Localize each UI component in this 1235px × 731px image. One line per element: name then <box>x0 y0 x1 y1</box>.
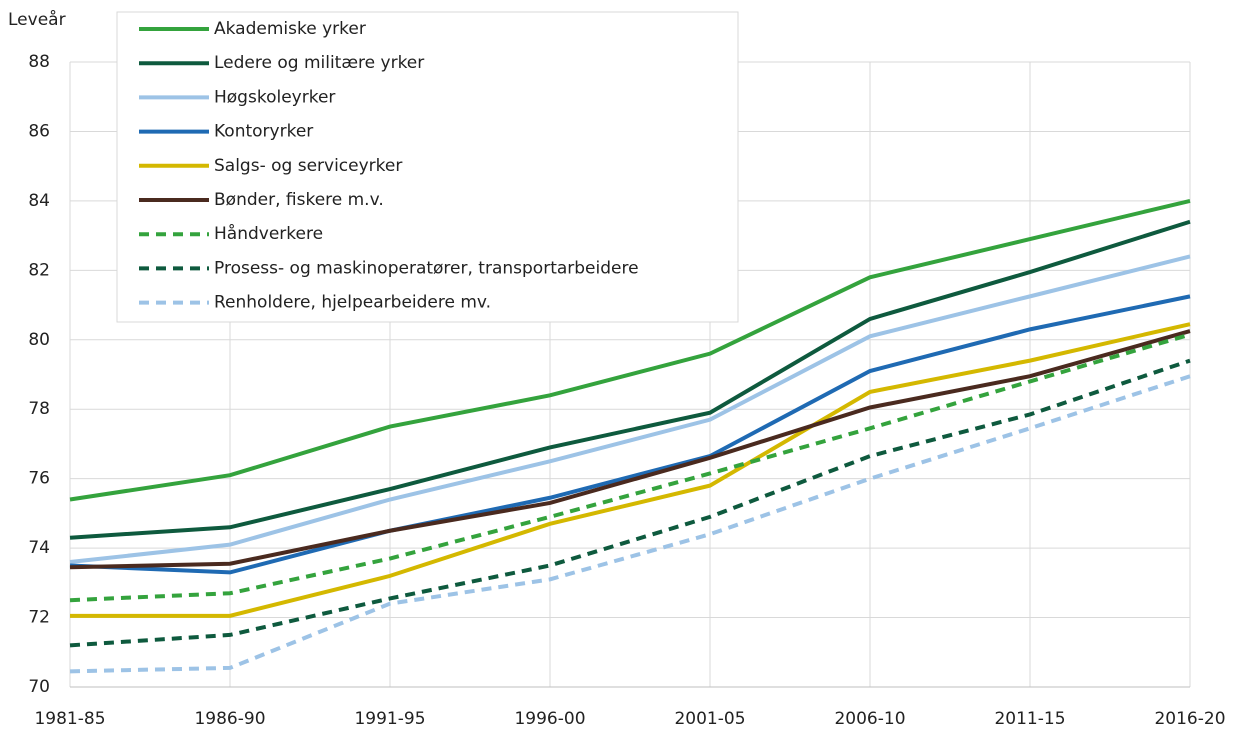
y-tick-label: 72 <box>28 608 50 628</box>
x-tick-label: 1981-85 <box>34 709 105 729</box>
x-tick-label: 2011-15 <box>994 709 1065 729</box>
x-tick-label: 1986-90 <box>194 709 265 729</box>
series-line <box>69 329 1191 570</box>
legend-label: Salgs- og serviceyrker <box>214 156 402 176</box>
y-tick-label: 88 <box>28 52 50 72</box>
y-tick-label: 76 <box>28 469 50 489</box>
series-line <box>69 294 1191 575</box>
legend-label: Kontoryrker <box>214 122 313 142</box>
y-tick-label: 80 <box>28 330 50 350</box>
x-tick-label: 2016-20 <box>1154 709 1225 729</box>
y-tick-label: 82 <box>28 260 50 280</box>
legend-label: Prosess- og maskinoperatører, transporta… <box>214 258 639 278</box>
series-line <box>69 358 1191 648</box>
y-axis-label: Leveår <box>8 9 66 30</box>
legend-label: Bønder, fiskere m.v. <box>214 190 384 210</box>
series-line <box>69 219 1191 540</box>
legend-label: Akademiske yrker <box>214 19 366 39</box>
y-tick-label: 86 <box>28 121 50 141</box>
x-tick-label: 1996-00 <box>514 709 585 729</box>
legend-box <box>116 11 739 323</box>
y-tick-label: 70 <box>28 677 50 697</box>
legend-label: Ledere og militære yrker <box>214 53 424 73</box>
series-line <box>69 254 1191 564</box>
series-line <box>69 198 1191 502</box>
legend-label: Renholdere, hjelpearbeidere mv. <box>214 293 491 313</box>
legend-label: Håndverkere <box>214 223 323 244</box>
x-tick-label: 1991-95 <box>354 709 425 729</box>
y-tick-label: 84 <box>28 191 50 211</box>
x-tick-label: 2001-05 <box>674 709 745 729</box>
series-line <box>70 322 1191 618</box>
series-line <box>69 332 1191 603</box>
x-tick-label: 2006-10 <box>834 709 905 729</box>
legend-label: Høgskoleyrker <box>214 87 335 107</box>
y-tick-label: 74 <box>28 538 50 558</box>
series-line <box>69 374 1191 674</box>
y-tick-label: 78 <box>28 399 50 419</box>
